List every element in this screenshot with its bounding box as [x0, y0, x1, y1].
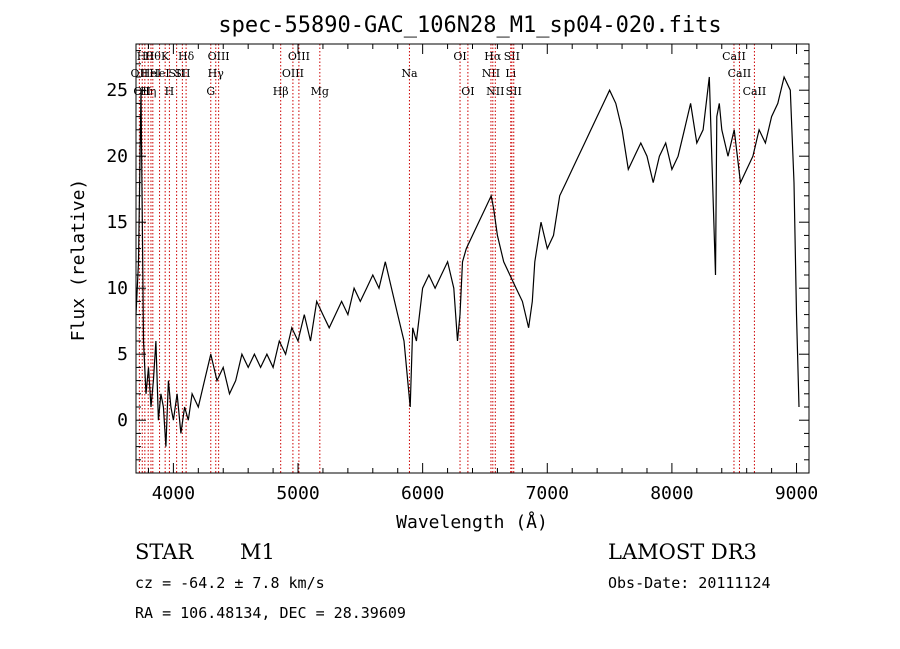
x-tick-label-8000: 8000 — [650, 483, 693, 504]
line-marker-label-18: Mg — [311, 85, 329, 98]
line-marker-label-30: CaII — [743, 85, 767, 98]
coordinates: RA = 106.48134, DEC = 28.39609 — [135, 604, 406, 622]
line-marker-label-25: Li — [505, 67, 516, 80]
line-marker-label-7: K — [161, 50, 170, 63]
line-marker-label-0: OII — [131, 67, 149, 80]
y-tick-label-20: 20 — [106, 146, 128, 167]
line-marker-label-5: Hθ — [145, 50, 162, 63]
axis-ticks: 4000 5000 6000 7000 8000 9000 0 5 10 15 20 25 — [106, 44, 818, 504]
line-marker-label-24: NII — [486, 85, 504, 98]
line-marker-label-20: OI — [453, 50, 466, 63]
x-axis-label: Wavelength (Å) — [396, 511, 548, 533]
line-marker-label-26: SII — [504, 50, 520, 63]
line-marker-label-1: OII — [133, 85, 151, 98]
x-tick-label-6000: 6000 — [401, 483, 444, 504]
line-marker-label-19: Na — [401, 67, 418, 80]
line-marker-label-23: Hα — [484, 50, 502, 63]
spectral-line-markers: OIIOIIHθHηHeIHθHeIKHSIISIIHδGHγOIIIHβOII… — [131, 44, 767, 473]
x-tick-label-9000: 9000 — [775, 483, 818, 504]
obs-date: Obs-Date: 20111124 — [608, 574, 771, 592]
line-marker-label-28: CaII — [722, 50, 746, 63]
plot-frame — [135, 43, 810, 474]
line-marker-label-9: SII — [169, 67, 185, 80]
line-marker-label-6: HeI — [149, 67, 169, 80]
line-marker-label-12: G — [206, 85, 215, 98]
line-marker-label-2: Hθ — [137, 50, 154, 63]
line-marker-label-29: CaII — [728, 67, 752, 80]
line-marker-label-16: OIII — [282, 67, 304, 80]
y-axis-label: Flux (relative) — [68, 179, 89, 342]
x-tick-label-4000: 4000 — [152, 483, 195, 504]
line-marker-label-15: Hβ — [273, 85, 289, 98]
line-marker-label-8: H — [165, 85, 175, 98]
line-marker-label-27: SII — [506, 85, 522, 98]
line-marker-label-21: OI — [461, 85, 474, 98]
object-subclass: M1 — [240, 540, 275, 564]
y-tick-label-5: 5 — [117, 344, 128, 365]
line-marker-label-4: HeI — [141, 67, 161, 80]
line-marker-label-14: OIII — [208, 50, 230, 63]
line-marker-label-10: SII — [174, 67, 190, 80]
redshift-readout: cz = -64.2 ± 7.8 km/s — [135, 574, 325, 592]
line-marker-label-17: OIII — [288, 50, 310, 63]
line-marker-label-3: Hη — [140, 85, 156, 98]
x-tick-label-5000: 5000 — [276, 483, 319, 504]
line-marker-label-13: Hγ — [208, 67, 225, 80]
spectrum-line — [135, 75, 800, 447]
chart-title: spec-55890-GAC_106N28_M1_sp04-020.fits — [218, 13, 721, 38]
line-marker-label-22: NII — [482, 67, 500, 80]
y-tick-label-15: 15 — [106, 212, 128, 233]
y-tick-label-0: 0 — [117, 410, 128, 431]
x-tick-label-7000: 7000 — [526, 483, 569, 504]
line-marker-label-11: Hδ — [178, 50, 195, 63]
y-tick-label-10: 10 — [106, 278, 128, 299]
y-tick-label-25: 25 — [106, 80, 128, 101]
survey-name: LAMOST DR3 — [608, 540, 757, 564]
object-class: STAR — [135, 540, 194, 564]
